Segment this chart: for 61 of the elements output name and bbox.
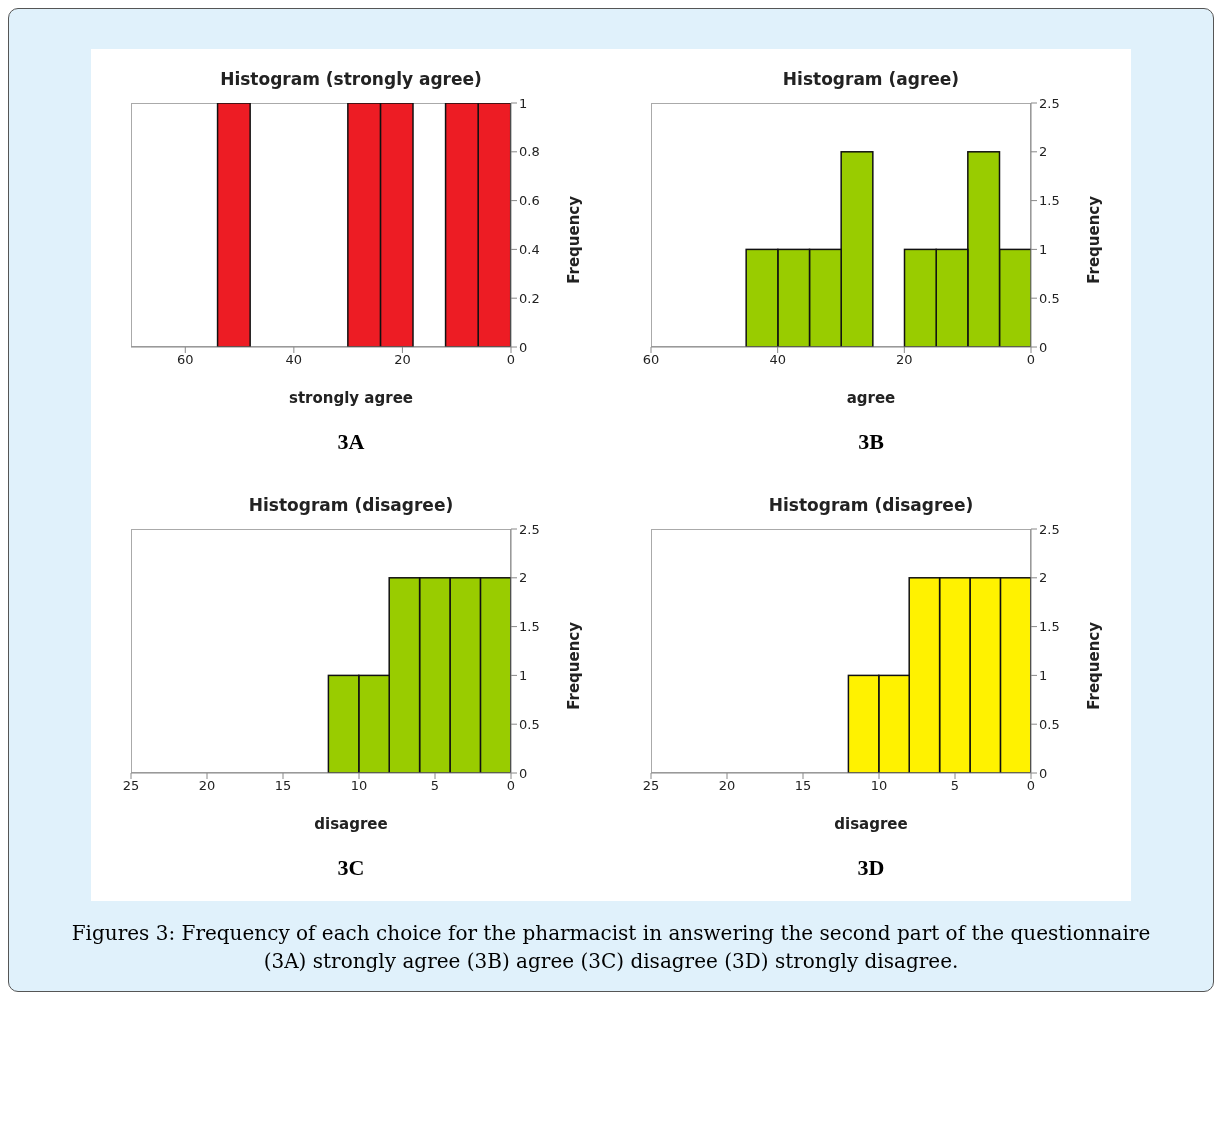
x-tick-label: 0 [506,352,516,368]
y-tick-label: 2 [519,570,528,586]
x-axis-title: disagree [314,815,388,833]
x-tick-label: 60 [177,352,194,368]
y-tick-label: 0.5 [519,716,540,732]
x-tick-label: 40 [769,352,786,368]
y-axis-title: Frequency [1085,622,1103,710]
y-tick-label: 1.5 [519,619,540,635]
y-tick-label: 0 [519,339,528,355]
x-tick-label: 5 [950,778,960,794]
y-tick-label: 2 [1039,570,1048,586]
chart-title: Histogram (disagree) [248,495,454,515]
y-tick-label: 0.5 [1039,716,1060,732]
y-tick-label: 2.5 [1039,521,1060,537]
x-tick-label: 60 [642,352,660,368]
text: 3A [337,429,365,455]
y-tick-label: 0.4 [519,242,540,258]
y-tick-label: 2 [1039,144,1048,160]
x-axis-title: agree [846,389,896,407]
y-tick-label: 0.2 [519,290,540,306]
y-tick-label: 0 [1039,339,1048,355]
y-tick-label: 0 [1039,765,1048,781]
y-tick-label: 0.6 [519,193,540,209]
text: 3B [858,429,884,455]
x-tick-label: 0 [506,778,516,794]
x-tick-label: 20 [718,778,736,794]
x-tick-label: 10 [870,778,888,794]
text: Figures 3: Frequency of each choice for the pharmacist in answering the second part of the questionnaire (3A) strongly agree (3B) agree (3C) disagree (3D) strongly disagree. [70,920,1152,975]
y-axis-title: Frequency [1085,196,1103,284]
x-tick-label: 25 [122,778,140,794]
x-tick-label: 0 [1026,778,1036,794]
chart-title: Histogram (disagree) [768,495,974,515]
x-tick-label: 10 [350,778,368,794]
y-axis-title: Frequency [565,622,583,710]
x-tick-label: 40 [285,352,303,368]
x-tick-label: 15 [274,778,292,794]
y-tick-label: 1.5 [1039,619,1060,635]
x-tick-label: 5 [430,778,440,794]
y-axis-title: Frequency [565,196,583,284]
x-tick-label: 25 [642,778,660,794]
x-tick-label: 20 [896,352,913,368]
chart-title: Histogram (strongly agree) [220,69,482,89]
text: 3D [857,855,885,881]
y-tick-label: 1 [519,668,528,684]
y-tick-label: 2.5 [1039,95,1060,111]
y-tick-label: 0.5 [1039,290,1060,306]
x-axis-title: disagree [834,815,908,833]
text: 3C [337,855,365,881]
x-axis-title: strongly agree [289,389,413,407]
y-tick-label: 2.5 [519,521,540,537]
y-tick-label: 0.8 [519,144,540,160]
x-tick-label: 0 [1026,352,1036,368]
x-tick-label: 20 [198,778,216,794]
y-tick-label: 0 [519,765,528,781]
chart-title: Histogram (agree) [782,69,960,89]
y-tick-label: 1 [1039,668,1048,684]
x-tick-label: 20 [394,352,411,368]
x-tick-label: 15 [794,778,812,794]
y-tick-label: 1 [519,95,528,111]
y-tick-label: 1 [1039,242,1048,258]
y-tick-label: 1.5 [1039,193,1060,209]
